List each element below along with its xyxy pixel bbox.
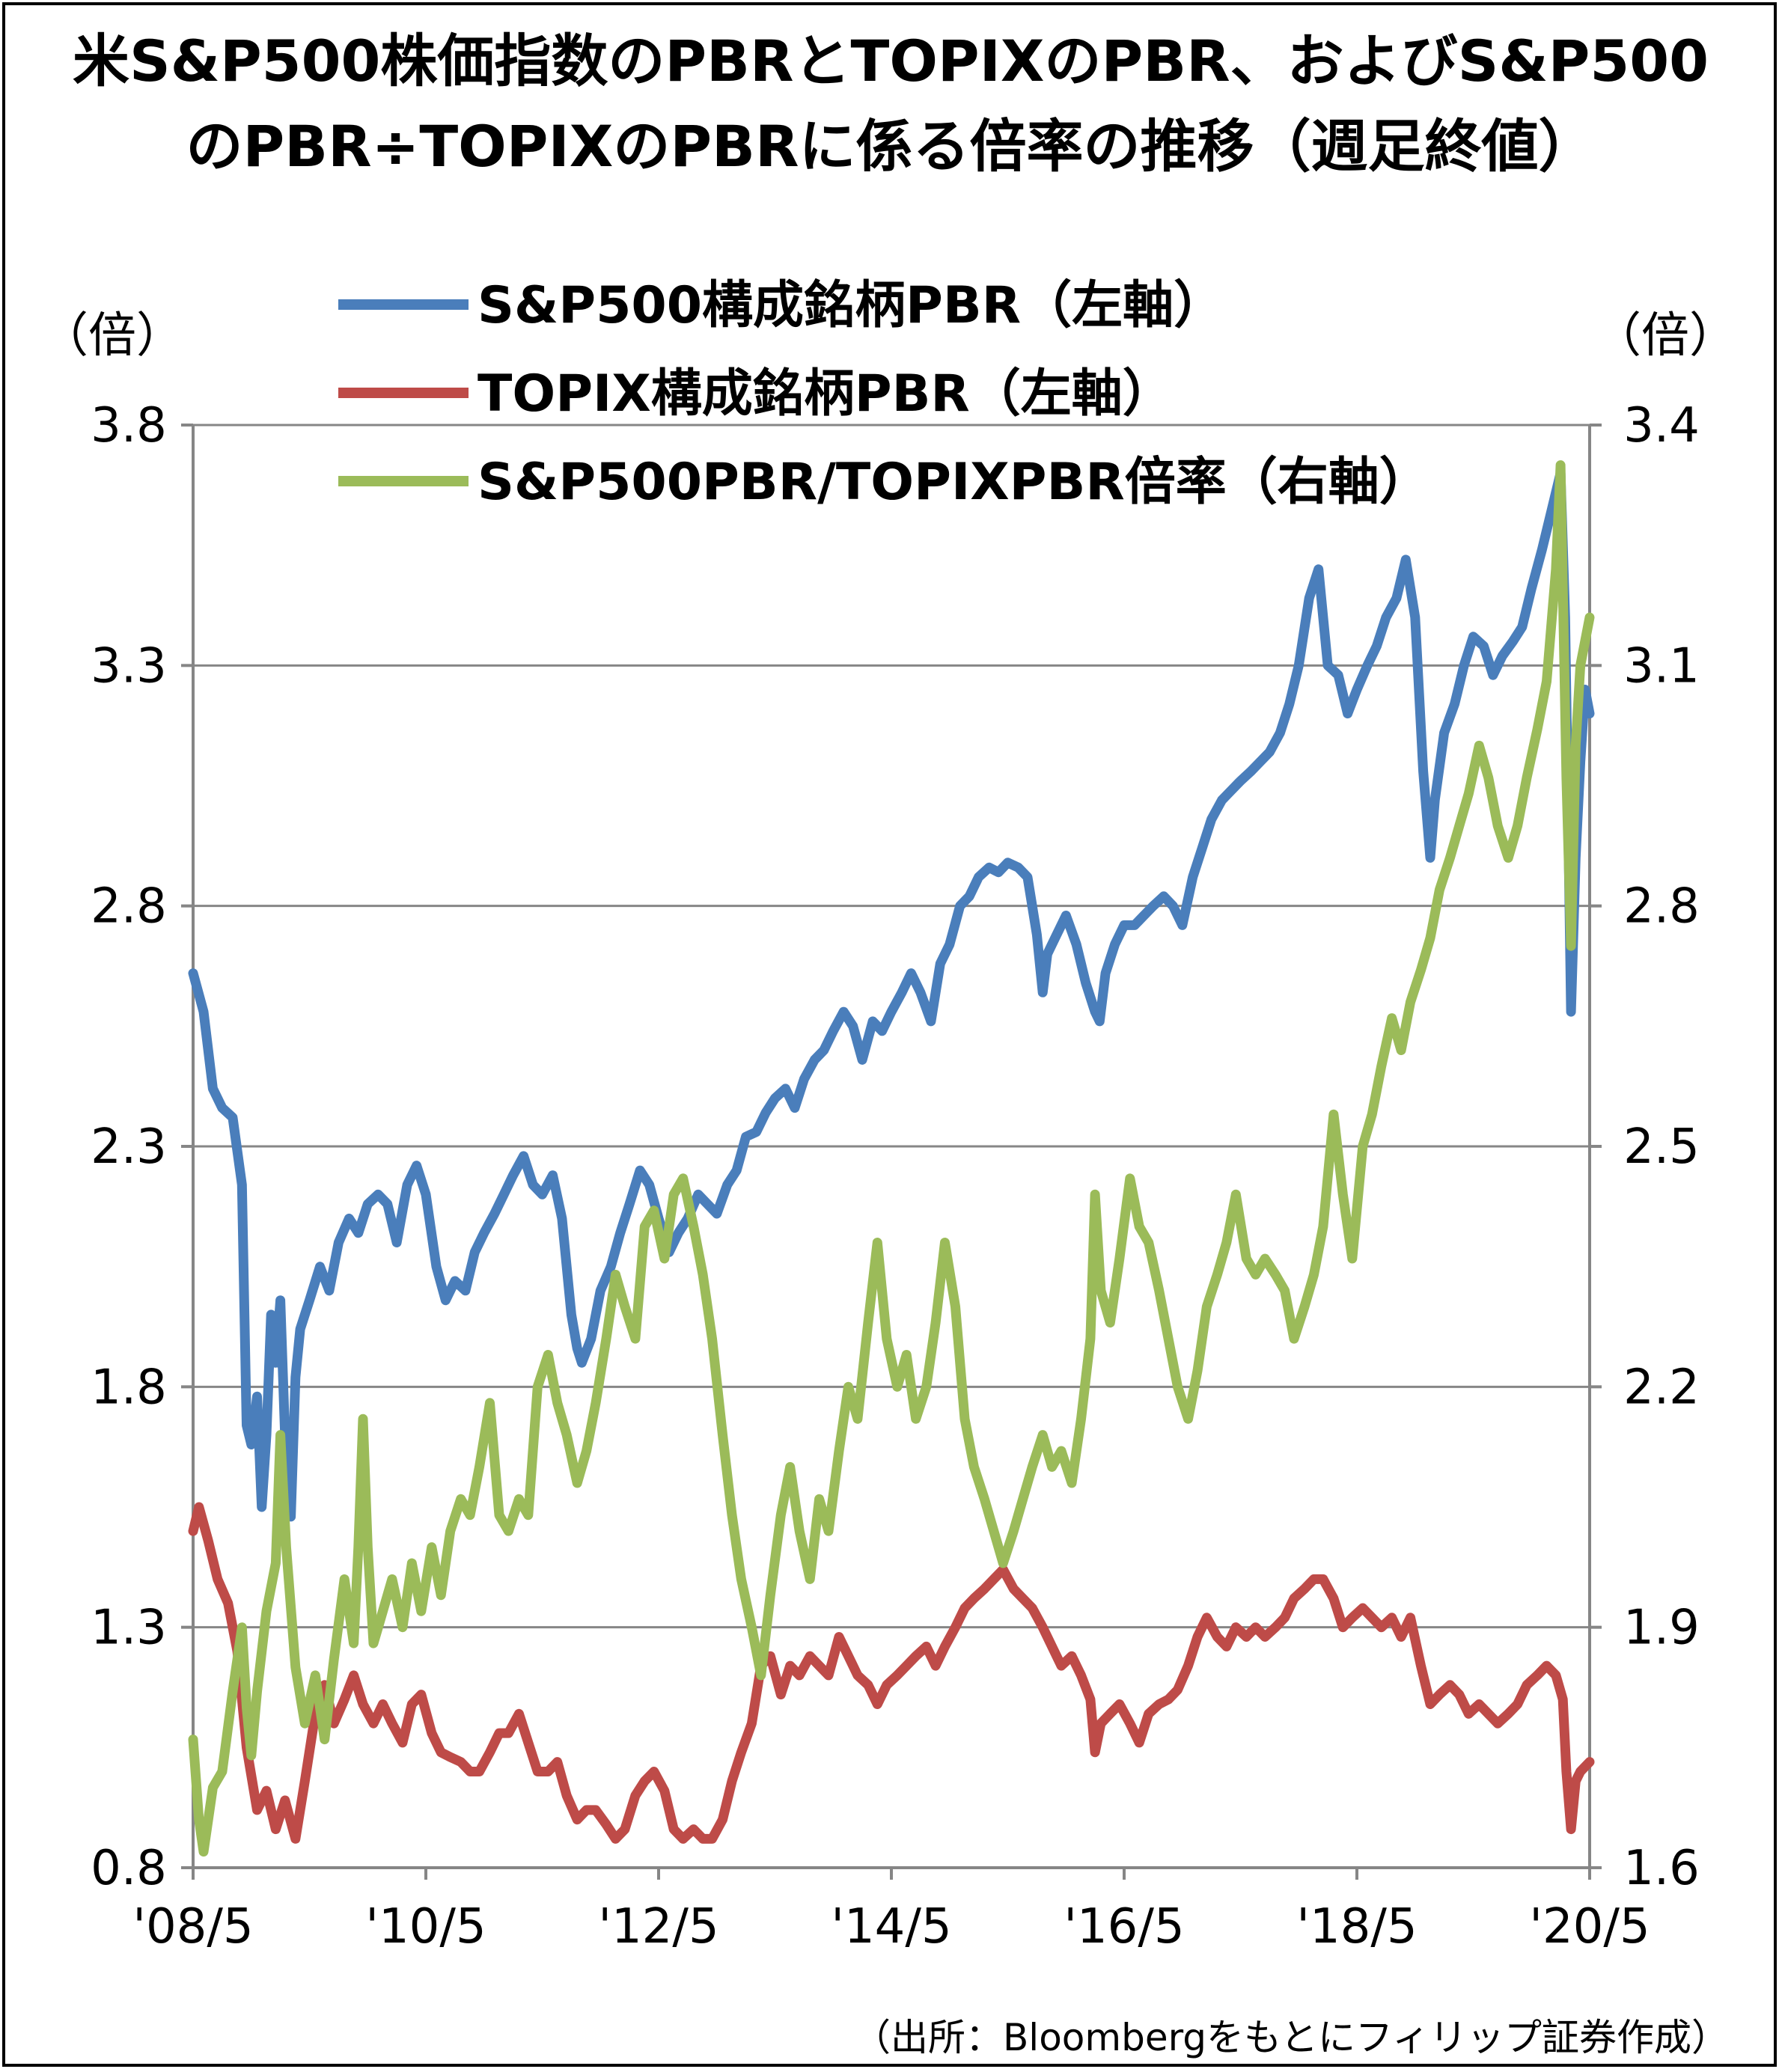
x-tick-label-0: '08/5 bbox=[132, 1899, 253, 1955]
chart-title-line-1: 米S&P500株価指数のPBRとTOPIXのPBR、およびS&P500 bbox=[73, 28, 1709, 94]
series-line-2 bbox=[188, 460, 1595, 1857]
left-tick-label-2: 2.8 bbox=[91, 879, 167, 935]
left-tick-label-1: 3.3 bbox=[91, 638, 167, 694]
right-tick-label-5: 1.9 bbox=[1623, 1601, 1700, 1656]
right-tick-label-6: 1.6 bbox=[1623, 1841, 1700, 1896]
chart-title-line-2: のPBR÷TOPIXのPBRに係る倍率の推移（週足終値） bbox=[186, 113, 1595, 180]
legend: S&P500構成銘柄PBR（左軸） TOPIX構成銘柄PBR（左軸） S&P500P… bbox=[338, 276, 1430, 512]
chart-title: 米S&P500株価指数のPBRとTOPIXのPBR、およびS&P500 のPBR… bbox=[73, 28, 1709, 180]
gridlines bbox=[193, 424, 1590, 1629]
right-tick-label-2: 2.8 bbox=[1623, 879, 1700, 935]
x-axis-ticks: '08/5 '10/5 '12/5 '14/5 '16/5 '18/5 '20/5 bbox=[132, 1868, 1650, 1955]
series-line-0 bbox=[188, 468, 1595, 1522]
right-axis-unit: （倍） bbox=[1593, 308, 1737, 364]
right-tick-label-1: 3.1 bbox=[1623, 638, 1700, 694]
x-tick-label-5: '18/5 bbox=[1296, 1899, 1417, 1955]
left-tick-label-0: 3.8 bbox=[91, 398, 167, 453]
series-lines bbox=[188, 460, 1595, 1857]
left-axis-ticks: 3.8 3.3 2.8 2.3 1.8 1.3 0.8 bbox=[91, 398, 193, 1896]
legend-label-0: S&P500構成銘柄PBR（左軸） bbox=[477, 276, 1224, 335]
right-tick-label-0: 3.4 bbox=[1623, 398, 1700, 453]
x-tick-label-3: '14/5 bbox=[831, 1899, 951, 1955]
left-tick-label-5: 1.3 bbox=[91, 1601, 167, 1656]
source-note: （出所：Bloombergをもとにフィリップ証券作成） bbox=[853, 2016, 1729, 2059]
right-axis-ticks: 3.4 3.1 2.8 2.5 2.2 1.9 1.6 bbox=[1590, 398, 1700, 1896]
right-tick-label-3: 2.5 bbox=[1623, 1119, 1700, 1175]
left-tick-label-4: 1.8 bbox=[91, 1360, 167, 1415]
left-axis-unit: （倍） bbox=[40, 308, 184, 364]
x-tick-label-6: '20/5 bbox=[1529, 1899, 1650, 1955]
legend-label-1: TOPIX構成銘柄PBR（左軸） bbox=[477, 364, 1174, 424]
x-tick-label-1: '10/5 bbox=[365, 1899, 486, 1955]
x-tick-label-4: '16/5 bbox=[1064, 1899, 1184, 1955]
right-tick-label-4: 2.2 bbox=[1623, 1360, 1700, 1415]
series-line-1 bbox=[188, 1502, 1595, 1844]
legend-label-2: S&P500PBR/TOPIXPBR倍率（右軸） bbox=[477, 453, 1430, 512]
left-tick-label-6: 0.8 bbox=[91, 1841, 167, 1896]
x-tick-label-2: '12/5 bbox=[598, 1899, 718, 1955]
left-tick-label-3: 2.3 bbox=[91, 1119, 167, 1175]
